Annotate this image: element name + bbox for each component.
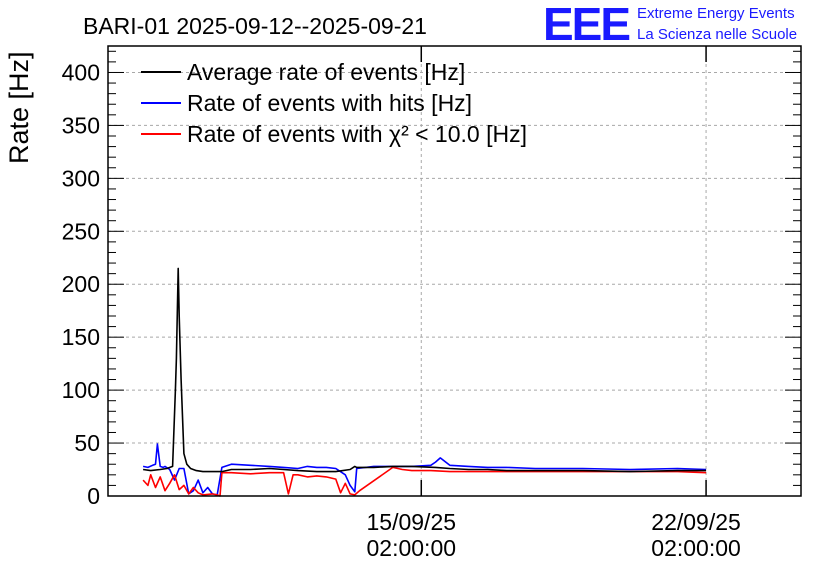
x-tick-label-time: 02:00:00 [367, 535, 457, 561]
logo-mark: EEE [543, 0, 629, 50]
y-axis-label: Rate [Hz] [4, 51, 34, 164]
plot-border [107, 45, 802, 497]
x-tick-label-date: 22/09/25 [651, 509, 741, 535]
plot-frame [107, 45, 802, 497]
grid [108, 46, 801, 496]
legend-label-chi2: Rate of events with χ² < 10.0 [Hz] [187, 121, 527, 147]
y-tick-label: 100 [62, 377, 100, 403]
y-tick-label: 50 [74, 430, 100, 456]
y-tick-label: 400 [62, 59, 100, 85]
legend-entry-chi2: Rate of events with χ² < 10.0 [Hz] [141, 121, 527, 147]
y-axis: 0 50 100 150 200 250 300 350 400 [62, 50, 801, 509]
legend-entry-hits: Rate of events with hits [Hz] [141, 90, 472, 116]
y-tick-label: 0 [87, 483, 100, 509]
legend: Average rate of events [Hz] Rate of even… [141, 59, 527, 147]
y-tick-label: 250 [62, 218, 100, 244]
eee-logo: EEE Extreme Energy Events La Scienza nel… [543, 0, 797, 50]
legend-label-average: Average rate of events [Hz] [187, 59, 465, 85]
y-tick-label: 150 [62, 324, 100, 350]
x-tick-label-date: 15/09/25 [367, 509, 457, 535]
legend-entry-average: Average rate of events [Hz] [141, 59, 465, 85]
series-line-chi2 [142, 466, 707, 497]
logo-line-2: La Scienza nelle Scuole [637, 26, 797, 43]
series-line-average [142, 267, 707, 473]
y-tick-label: 350 [62, 112, 100, 138]
y-tick-label: 300 [62, 165, 100, 191]
legend-label-hits: Rate of events with hits [Hz] [187, 90, 472, 116]
logo-line-1: Extreme Energy Events [637, 5, 795, 22]
chart-title: BARI-01 2025-09-12--2025-09-21 [83, 13, 427, 39]
y-tick-label: 200 [62, 271, 100, 297]
x-tick-label-time: 02:00:00 [651, 535, 741, 561]
series-line-hits [142, 443, 707, 496]
series-layer [142, 267, 707, 497]
